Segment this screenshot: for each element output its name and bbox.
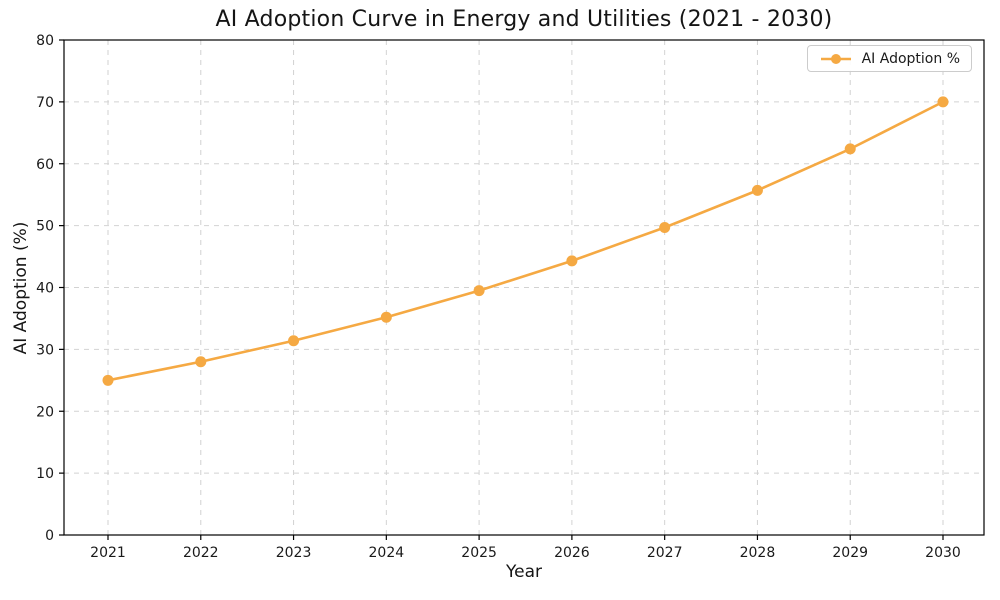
data-point-marker	[844, 143, 856, 155]
data-point-marker	[288, 335, 300, 347]
y-axis-label: AI Adoption (%)	[11, 221, 31, 355]
data-point-marker	[195, 356, 207, 368]
data-point-marker	[380, 311, 392, 323]
data-point-marker	[751, 184, 763, 196]
x-tick-label: 2021	[90, 545, 126, 561]
legend-label: AI Adoption %	[861, 50, 960, 67]
data-point-marker	[102, 374, 114, 386]
y-tick-label: 40	[36, 281, 54, 297]
x-tick-label: 2025	[461, 545, 497, 561]
y-tick-label: 20	[36, 404, 54, 420]
x-tick-label: 2029	[832, 545, 868, 561]
x-tick-label: 2023	[276, 545, 312, 561]
data-point-marker	[937, 96, 949, 108]
x-tick-label: 2030	[925, 545, 961, 561]
y-tick-label: 80	[36, 33, 54, 49]
data-point-marker	[566, 255, 578, 267]
y-tick-label: 10	[36, 466, 54, 482]
legend-swatch-marker	[830, 53, 841, 64]
x-tick-label: 2028	[740, 545, 776, 561]
y-tick-label: 0	[45, 528, 54, 544]
data-point-marker	[659, 221, 671, 233]
x-tick-label: 2022	[183, 545, 219, 561]
x-axis-label: Year	[506, 562, 542, 582]
y-tick-label: 50	[36, 219, 54, 235]
y-tick-label: 60	[36, 157, 54, 173]
chart-title: AI Adoption Curve in Energy and Utilitie…	[215, 7, 833, 32]
legend-line-marker-icon	[820, 53, 851, 64]
x-tick-label: 2024	[369, 545, 405, 561]
y-tick-label: 30	[36, 342, 54, 358]
x-tick-label: 2027	[647, 545, 683, 561]
data-point-marker	[473, 285, 485, 297]
adoption-line	[106, 100, 945, 382]
x-tick-label: 2026	[554, 545, 590, 561]
legend: AI Adoption %	[806, 45, 972, 72]
y-tick-label: 70	[36, 95, 54, 111]
